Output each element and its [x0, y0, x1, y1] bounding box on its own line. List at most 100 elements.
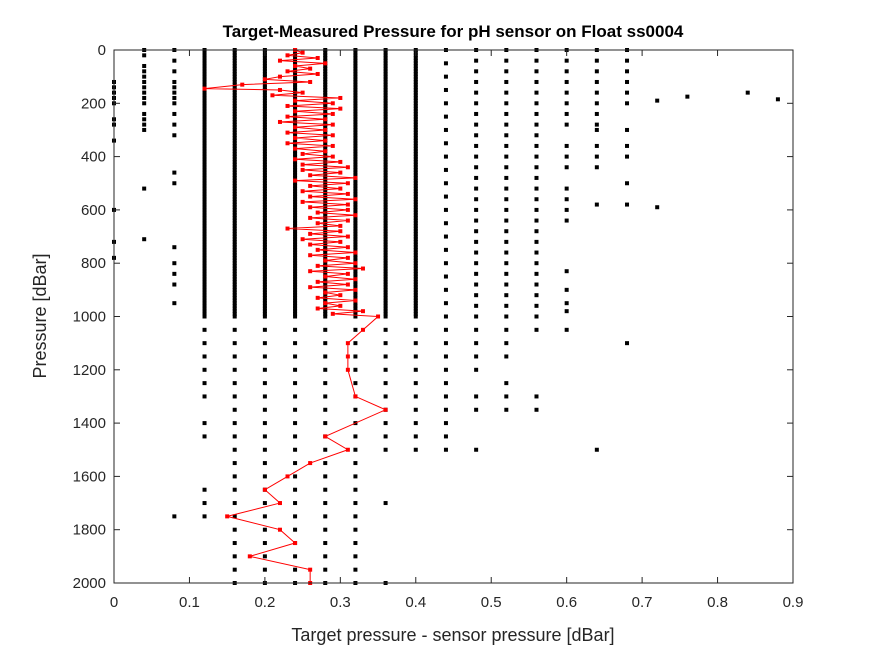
- scatter-point: [202, 202, 207, 207]
- scatter-point: [474, 303, 479, 308]
- scatter-point: [413, 367, 418, 372]
- scatter-point: [353, 77, 358, 82]
- scatter-point: [323, 474, 328, 479]
- scatter-point: [383, 50, 388, 55]
- y-tick-label: 800: [81, 255, 106, 272]
- scatter-point: [293, 55, 298, 60]
- scatter-point: [262, 183, 267, 188]
- scatter-point: [232, 79, 237, 84]
- scatter-point: [202, 311, 207, 316]
- profile-point: [285, 103, 290, 108]
- scatter-point: [323, 218, 328, 223]
- scatter-point: [232, 87, 237, 92]
- scatter-point: [232, 133, 237, 138]
- scatter-point: [353, 541, 358, 546]
- scatter-point: [232, 226, 237, 231]
- scatter-point: [443, 341, 448, 346]
- profile-point: [300, 189, 305, 194]
- profile-point: [345, 447, 350, 452]
- scatter-point: [353, 205, 358, 210]
- scatter-point: [353, 55, 358, 60]
- scatter-point: [262, 69, 267, 74]
- profile-point: [345, 202, 350, 207]
- scatter-point: [353, 303, 358, 308]
- scatter-point: [383, 109, 388, 114]
- scatter-point: [202, 223, 207, 228]
- scatter-point: [413, 55, 418, 60]
- profile-point: [353, 213, 358, 218]
- profile-point: [338, 170, 343, 175]
- scatter-point: [353, 119, 358, 124]
- scatter-point: [413, 135, 418, 140]
- scatter-point: [293, 271, 298, 276]
- scatter-point: [383, 143, 388, 148]
- scatter-point: [353, 165, 358, 170]
- scatter-point: [202, 181, 207, 186]
- scatter-point: [413, 162, 418, 167]
- scatter-point: [625, 127, 630, 132]
- scatter-point: [594, 447, 599, 452]
- scatter-point: [202, 285, 207, 290]
- scatter-point: [323, 266, 328, 271]
- scatter-point: [353, 554, 358, 559]
- scatter-point: [504, 165, 509, 170]
- scatter-point: [353, 237, 358, 242]
- profile-point: [285, 69, 290, 74]
- scatter-point: [625, 90, 630, 95]
- scatter-point: [202, 258, 207, 263]
- scatter-point: [353, 487, 358, 492]
- y-tick-label: 1800: [73, 522, 106, 539]
- profile-point: [315, 55, 320, 60]
- scatter-point: [383, 130, 388, 135]
- scatter-point: [353, 245, 358, 250]
- scatter-point: [353, 183, 358, 188]
- scatter-point: [413, 167, 418, 172]
- scatter-point: [353, 215, 358, 220]
- scatter-point: [625, 79, 630, 84]
- scatter-point: [413, 298, 418, 303]
- scatter-point: [443, 381, 448, 386]
- scatter-point: [202, 127, 207, 132]
- profile-point: [293, 63, 298, 68]
- x-tick-label: 0.2: [254, 594, 275, 611]
- scatter-series: [112, 48, 780, 585]
- profile-point: [277, 74, 282, 79]
- scatter-point: [504, 407, 509, 412]
- scatter-point: [323, 69, 328, 74]
- scatter-point: [655, 98, 660, 103]
- scatter-point: [353, 239, 358, 244]
- scatter-point: [232, 210, 237, 215]
- scatter-point: [383, 181, 388, 186]
- scatter-point: [594, 90, 599, 95]
- scatter-point: [413, 159, 418, 164]
- scatter-point: [564, 218, 569, 223]
- scatter-point: [383, 447, 388, 452]
- scatter-point: [413, 103, 418, 108]
- profile-point: [323, 258, 328, 263]
- scatter-point: [383, 191, 388, 196]
- profile-point: [285, 141, 290, 146]
- scatter-point: [564, 154, 569, 159]
- scatter-point: [202, 77, 207, 82]
- scatter-point: [534, 271, 539, 276]
- scatter-point: [413, 194, 418, 199]
- scatter-point: [474, 218, 479, 223]
- scatter-point: [474, 197, 479, 202]
- scatter-point: [293, 202, 298, 207]
- scatter-point: [383, 178, 388, 183]
- scatter-point: [383, 231, 388, 236]
- scatter-point: [172, 514, 177, 519]
- scatter-point: [353, 159, 358, 164]
- scatter-point: [474, 271, 479, 276]
- scatter-point: [534, 197, 539, 202]
- scatter-point: [262, 202, 267, 207]
- scatter-point: [353, 234, 358, 239]
- scatter-point: [323, 247, 328, 252]
- scatter-point: [413, 309, 418, 314]
- scatter-point: [504, 239, 509, 244]
- scatter-point: [383, 117, 388, 122]
- scatter-point: [353, 226, 358, 231]
- profile-point: [360, 327, 365, 332]
- scatter-point: [383, 85, 388, 90]
- scatter-point: [293, 407, 298, 412]
